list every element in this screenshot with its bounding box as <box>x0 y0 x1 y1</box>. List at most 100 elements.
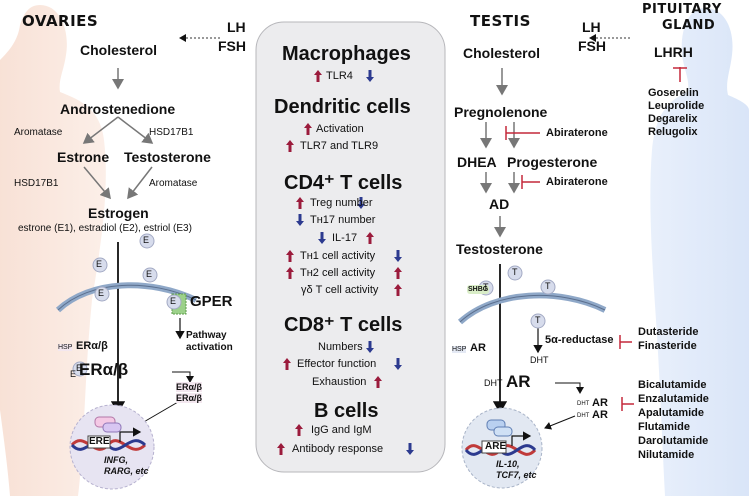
down-arrow-icon <box>318 232 326 244</box>
up-arrow-icon <box>394 284 402 296</box>
t-label-1: T <box>512 267 518 277</box>
dc-activation: Activation <box>316 123 364 135</box>
macrophages-heading: Macrophages <box>282 43 411 65</box>
organ-label-ovaries: OVARIES <box>22 12 99 30</box>
dht-label-2: DHT <box>484 378 503 388</box>
reductase-drug-1: Dutasteride <box>638 326 699 338</box>
ar-dimer-2: AR <box>592 409 608 421</box>
up-arrow-icon <box>374 376 382 388</box>
ar-drug-3: Apalutamide <box>638 407 705 419</box>
er-dimer-2: ERα/β <box>176 393 203 403</box>
hsp-ar-complex: AR <box>470 342 486 354</box>
pregnolenone: Pregnolenone <box>454 104 548 120</box>
organ-label-testis: TESTIS <box>470 12 531 30</box>
e-label-er: E <box>70 369 77 379</box>
exhaustion: Exhaustion <box>312 376 367 388</box>
down-arrow-icon <box>296 214 304 226</box>
er-ab-main: ERα/β <box>79 360 129 379</box>
genes-right-2: TCF7, etc <box>496 470 537 480</box>
up-arrow-icon <box>366 232 374 244</box>
lhrh-drug-3: Degarelix <box>648 113 698 125</box>
lhrh-drug-1: Goserelin <box>648 87 699 99</box>
dendritic-heading: Dendritic cells <box>274 96 411 118</box>
e-label-5: E <box>170 296 177 306</box>
ar-drug-2: Enzalutamide <box>638 393 709 405</box>
cholesterol-left: Cholesterol <box>80 42 158 58</box>
treg-number: Treg number <box>310 197 373 209</box>
er-dimer-1: ERα/β <box>176 382 203 392</box>
ere-label: ERE <box>89 436 110 447</box>
estrogen: Estrogen <box>88 205 149 221</box>
up-arrow-icon <box>277 443 285 455</box>
bcells-heading: B cells <box>314 400 379 422</box>
e-label-1: E <box>143 235 150 245</box>
estrogen-forms: estrone (E1), estradiol (E2), estriol (E… <box>18 223 192 234</box>
reductase-label: 5α-reductase <box>545 334 614 346</box>
il17: IL-17 <box>332 232 358 244</box>
cd8-numbers: Numbers <box>318 341 363 353</box>
down-arrow-icon <box>366 341 374 353</box>
up-arrow-icon <box>283 358 291 370</box>
reductase-drug-2: Finasteride <box>638 340 697 352</box>
down-arrow-icon <box>366 70 374 82</box>
lhrh-drug-2: Leuprolide <box>648 100 705 112</box>
up-arrow-icon <box>286 267 294 279</box>
gd-activity: γδ T cell activity <box>301 284 379 296</box>
dhea: DHEA <box>457 154 497 170</box>
abiraterone-1: Abiraterone <box>546 127 608 139</box>
ar-dimer-1: AR <box>592 397 608 409</box>
are-label: ARE <box>485 441 507 452</box>
enzyme-hsd17b1-2: HSD17B1 <box>14 178 59 189</box>
ad: AD <box>489 196 510 212</box>
up-arrow-icon <box>296 197 304 209</box>
genes-left-2: RARG, etc <box>104 466 149 476</box>
e-label-2: E <box>96 259 103 269</box>
th17-number: Tʜ17 number <box>310 214 376 226</box>
regulation-arrows <box>277 70 414 455</box>
lhrh-drug-4: Relugolix <box>648 126 698 138</box>
pituitary-line1: PITUITARY <box>642 2 722 17</box>
hormone-lh-left: LH <box>227 19 246 35</box>
ar-drug-1: Bicalutamide <box>638 379 707 391</box>
testosterone-right: Testosterone <box>456 241 543 257</box>
hsp-er-complex: ERα/β <box>76 340 108 352</box>
e-label-4: E <box>98 288 105 298</box>
th1-activity: Tʜ1 cell activity <box>300 250 376 262</box>
hsp-label-right: HSP <box>452 346 467 353</box>
tlr4: TLR4 <box>326 70 353 82</box>
ar-drug-6: Nilutamide <box>638 449 695 461</box>
enzyme-aromatase-2: Aromatase <box>149 178 198 189</box>
up-arrow-icon <box>295 424 303 436</box>
male-body-silhouette <box>650 8 749 496</box>
up-arrow-icon <box>304 123 312 135</box>
pathway-activation-line1: Pathway <box>186 330 227 341</box>
down-arrow-icon <box>394 250 402 262</box>
enzyme-aromatase-1: Aromatase <box>14 127 63 138</box>
t-label-4: T <box>535 315 541 325</box>
enzyme-hsd17b1-1: HSD17B1 <box>149 127 194 138</box>
dht-dimer-2-label: DHT <box>577 413 590 419</box>
antibody-response: Antibody response <box>292 443 384 455</box>
ar-drug-4: Flutamide <box>638 421 690 433</box>
e-label-6: E <box>76 363 83 373</box>
tlr7-tlr9: TLR7 and TLR9 <box>300 140 379 152</box>
gper-label: GPER <box>190 293 233 310</box>
androstenedione: Androstenedione <box>60 101 176 117</box>
hormone-lh-right: LH <box>582 19 601 35</box>
ar-main: AR <box>506 372 531 391</box>
hormone-fsh-left: FSH <box>218 38 246 54</box>
shbg-label: SHBG <box>468 286 489 293</box>
th2-activity: Tʜ2 cell activity <box>300 267 376 279</box>
testosterone-left: Testosterone <box>124 149 211 165</box>
genes-left-1: INFG, <box>104 455 128 465</box>
genes-right-1: IL-10, <box>496 459 520 469</box>
t-label-3: T <box>483 282 489 292</box>
e-label-3: E <box>146 269 153 279</box>
abiraterone-2: Abiraterone <box>546 176 608 188</box>
dht-dimer-1-label: DHT <box>577 401 590 407</box>
estrone: Estrone <box>57 149 110 165</box>
cholesterol-right: Cholesterol <box>463 45 541 61</box>
hormone-fsh-right: FSH <box>578 38 606 54</box>
down-arrow-icon <box>394 358 402 370</box>
up-arrow-icon <box>286 140 294 152</box>
